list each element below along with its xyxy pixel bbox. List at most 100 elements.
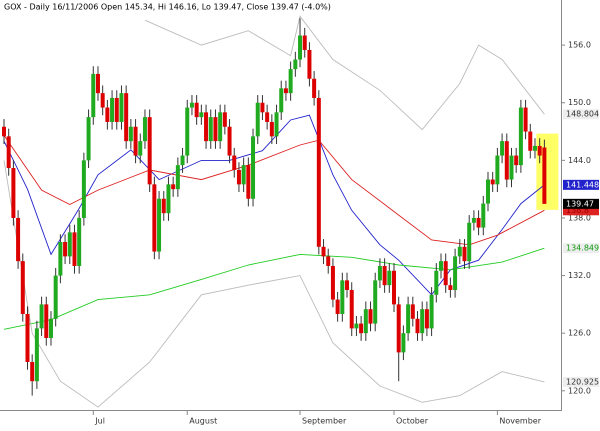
- candle-body: [241, 165, 246, 185]
- price-tag: 141.448: [566, 180, 599, 189]
- candle-body: [189, 102, 194, 108]
- indicator-line: [144, 15, 545, 131]
- candle-body: [128, 126, 133, 142]
- candle-body: [232, 155, 237, 170]
- candle-body: [81, 160, 86, 218]
- candle-body: [453, 256, 458, 290]
- candle-body: [147, 117, 152, 185]
- candle-body: [467, 222, 472, 262]
- candle-body: [208, 117, 213, 142]
- close-tag-box: [563, 198, 599, 209]
- candle-body: [255, 102, 260, 137]
- candle-body: [439, 261, 444, 271]
- candle-body: [377, 265, 382, 281]
- candle-body: [476, 217, 481, 228]
- candle-body: [316, 97, 321, 247]
- candle-body: [283, 88, 288, 94]
- candle-body: [110, 97, 115, 122]
- candle-body: [72, 232, 77, 266]
- candle-body: [34, 328, 39, 382]
- candle-body: [363, 309, 368, 334]
- candle-body: [504, 141, 509, 180]
- x-tick-label: November: [499, 417, 541, 426]
- candle-body: [396, 304, 401, 353]
- highlight: [536, 133, 559, 210]
- candle-body: [11, 168, 16, 218]
- candle-body: [532, 145, 537, 151]
- candle-body: [48, 318, 53, 338]
- candle-body: [485, 179, 490, 204]
- y-tick-label: 126.0: [568, 329, 591, 338]
- candle-body: [312, 78, 317, 98]
- candle-body: [251, 136, 256, 199]
- candle-body: [490, 179, 495, 185]
- candle-body: [67, 232, 72, 257]
- indicator-line: [3, 135, 545, 246]
- candle-body: [542, 147, 547, 204]
- candle-body: [63, 241, 68, 257]
- chart-title: GOX - Daily 16/11/2006 Open 145.34, Hi 1…: [4, 3, 331, 12]
- y-tick-label: 150.0: [568, 98, 591, 107]
- y-tick-label: 120.0: [568, 386, 591, 395]
- candle-body: [124, 93, 129, 142]
- candle-body: [213, 117, 218, 142]
- candle-body: [406, 304, 411, 334]
- price-tag: 120.925: [566, 377, 599, 386]
- candle-body: [222, 112, 227, 127]
- candle-body: [462, 246, 467, 262]
- candle-body: [86, 117, 91, 161]
- candle-body: [142, 117, 147, 142]
- y-tick-label: 138.0: [568, 213, 591, 222]
- candle-body: [100, 93, 105, 108]
- candle-body: [194, 102, 199, 118]
- candle-body: [20, 261, 25, 314]
- candle-body: [335, 299, 340, 314]
- candle-body: [424, 309, 429, 329]
- candle-body: [114, 97, 119, 122]
- candle-body: [523, 107, 528, 132]
- candle-body: [354, 323, 359, 329]
- candle-body: [218, 112, 223, 142]
- candle-body: [16, 217, 21, 262]
- x-tick-label: September: [302, 417, 347, 426]
- candle-body: [236, 169, 241, 185]
- candle-body: [288, 69, 293, 94]
- candle-body: [382, 265, 387, 286]
- candle-body: [265, 112, 270, 122]
- candle-body: [44, 304, 49, 338]
- y-tick-label: 132.0: [568, 271, 591, 280]
- candle-body: [443, 261, 448, 286]
- candle-body: [53, 275, 58, 319]
- candle-body: [152, 184, 157, 252]
- candle-body: [105, 107, 110, 122]
- candle-body: [269, 121, 274, 137]
- candle-body: [448, 285, 453, 290]
- indicator-line: [3, 247, 545, 330]
- candle-body: [307, 49, 312, 79]
- candle-body: [171, 184, 176, 190]
- candle-body: [199, 112, 204, 118]
- price-tag: 148.804: [566, 110, 599, 119]
- candle-body: [138, 141, 143, 156]
- candle-body: [368, 309, 373, 324]
- candle-body: [157, 198, 162, 252]
- candle-body: [528, 131, 533, 151]
- candle-body: [373, 280, 378, 324]
- candle-body: [340, 280, 345, 314]
- candle-body: [30, 361, 35, 382]
- candle-body: [95, 73, 100, 94]
- candle-body: [509, 155, 514, 180]
- candle-body: [180, 155, 185, 166]
- candle-body: [359, 323, 364, 334]
- candle-body: [25, 313, 30, 362]
- candle-body: [6, 136, 11, 169]
- candle-body: [500, 141, 505, 156]
- candle-body: [518, 107, 523, 166]
- close-tag: 139.47: [566, 199, 594, 208]
- price-tag-box: [563, 179, 599, 190]
- candle-body: [119, 93, 124, 122]
- candle-body: [274, 112, 279, 137]
- price-tag-box: [563, 205, 599, 216]
- candle-body: [392, 270, 397, 305]
